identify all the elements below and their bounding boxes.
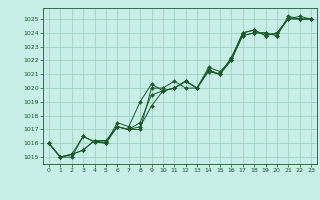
Text: Graphe pression niveau de la mer (hPa): Graphe pression niveau de la mer (hPa) (74, 187, 246, 196)
